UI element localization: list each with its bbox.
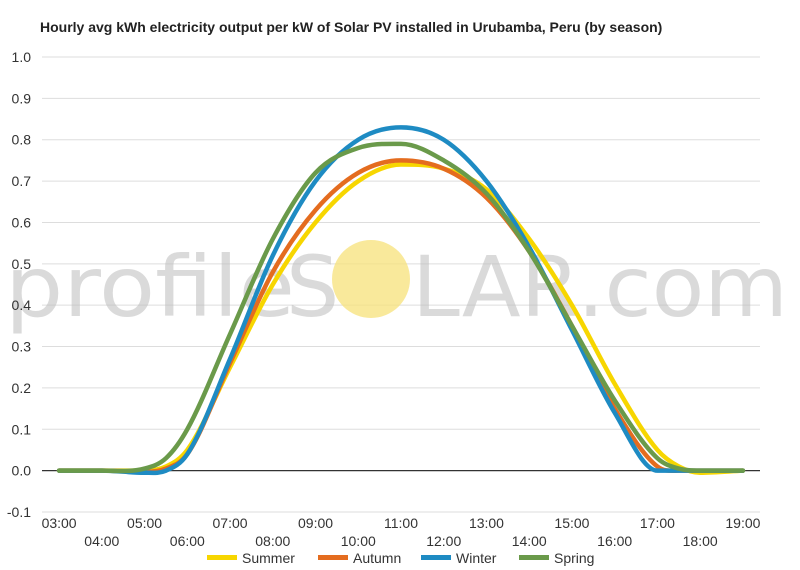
y-tick-label: 0.9 (12, 90, 32, 106)
x-tick-label: 12:00 (426, 533, 461, 549)
legend-label-autumn: Autumn (353, 550, 401, 566)
y-tick-label: 0.4 (12, 297, 32, 313)
y-tick-label: 0.8 (12, 132, 32, 148)
x-tick-label: 17:00 (640, 515, 675, 531)
x-tick-label: 18:00 (683, 533, 718, 549)
legend-label-summer: Summer (242, 550, 295, 566)
x-tick-label: 16:00 (597, 533, 632, 549)
y-axis-labels: -0.1 0.0 0.1 0.2 0.3 0.4 0.5 0.6 0.7 0.8 0.9 1.0 (7, 49, 31, 520)
legend-swatch-autumn (318, 555, 348, 560)
x-tick-label: 04:00 (84, 533, 119, 549)
series-line-winter (56, 125, 746, 476)
x-tick-label: 10:00 (341, 533, 376, 549)
y-tick-label: 0.6 (12, 214, 32, 230)
x-tick-label: 13:00 (469, 515, 504, 531)
legend-swatch-spring (519, 555, 549, 560)
legend-label-winter: Winter (456, 550, 497, 566)
x-tick-label: 15:00 (554, 515, 589, 531)
x-tick-label: 19:00 (725, 515, 760, 531)
x-tick-label: 07:00 (213, 515, 248, 531)
x-axis-labels: 03:00 04:00 05:00 06:00 07:00 08:00 09:00 10:00… (42, 515, 761, 549)
y-tick-label: 1.0 (12, 49, 32, 65)
y-tick-label: 0.0 (12, 463, 32, 479)
legend: Summer Autumn Winter Spring (207, 550, 594, 566)
legend-label-spring: Spring (554, 550, 594, 566)
legend-swatch-winter (421, 555, 451, 560)
series-line-spring (56, 141, 746, 474)
x-tick-label: 09:00 (298, 515, 333, 531)
y-tick-label: 0.3 (12, 339, 32, 355)
y-tick-label: 0.5 (12, 256, 32, 272)
y-tick-label: 0.1 (12, 421, 32, 437)
x-tick-label: 11:00 (384, 515, 418, 531)
x-tick-label: 14:00 (512, 533, 547, 549)
x-tick-label: 03:00 (42, 515, 77, 531)
watermark-text-right: LAR.com (412, 238, 788, 336)
watermark-s-glyph: S (286, 238, 339, 336)
x-tick-label: 08:00 (255, 533, 290, 549)
series-layer (56, 125, 746, 476)
y-tick-label: 0.2 (12, 380, 32, 396)
y-tick-label: -0.1 (7, 504, 31, 520)
watermark: profile S LAR.com (5, 238, 788, 336)
y-tick-label: 0.7 (12, 173, 32, 189)
legend-swatch-summer (207, 555, 237, 560)
x-tick-label: 06:00 (170, 533, 205, 549)
watermark-sun-icon (332, 240, 410, 318)
chart-title: Hourly avg kWh electricity output per kW… (40, 19, 663, 35)
x-tick-label: 05:00 (127, 515, 162, 531)
